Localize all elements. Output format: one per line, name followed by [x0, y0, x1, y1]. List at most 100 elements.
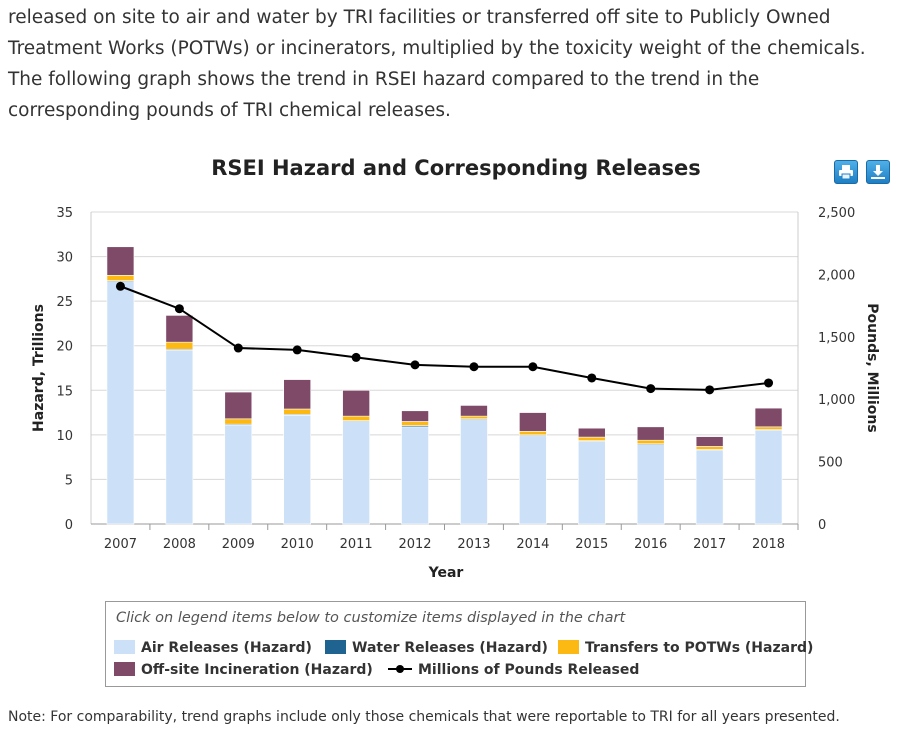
bar-segment [342, 415, 370, 421]
legend-label: Water Releases (Hazard) [352, 640, 548, 656]
bar-segment [577, 427, 606, 438]
line-point [233, 343, 243, 353]
bar-segment [106, 274, 135, 281]
bar-segment [754, 407, 783, 428]
bar-segment [695, 436, 724, 447]
line-point [528, 362, 538, 372]
bar-segment [460, 405, 488, 417]
line-point [115, 281, 125, 291]
x-tick-label: 2014 [516, 537, 549, 552]
bar-segment [283, 379, 312, 410]
legend-item-offsite-incineration[interactable]: Off-site Incineration (Hazard) [114, 662, 373, 678]
y2-tick-label: 1,000 [818, 393, 855, 408]
legend-swatch-air [114, 640, 135, 654]
y2-axis-title: Pounds, Millions [864, 303, 880, 432]
download-icon [871, 165, 885, 179]
legend-item-potw-transfers[interactable]: Transfers to POTWs (Hazard) [558, 640, 813, 656]
bar-segment [165, 315, 194, 343]
x-tick-label: 2017 [693, 537, 726, 552]
bar-segment [519, 430, 547, 436]
bar-segment [401, 421, 429, 426]
bar-segment [695, 446, 724, 450]
x-tick-label: 2013 [457, 537, 490, 552]
bar-segment [519, 412, 547, 432]
line-point [174, 304, 184, 314]
intro-paragraph: released on site to air and water by TRI… [8, 7, 866, 121]
x-tick-label: 2015 [575, 537, 608, 552]
line-point [587, 373, 597, 383]
bar-segment [342, 389, 370, 417]
series-line [120, 285, 769, 391]
bar-segment [165, 349, 194, 525]
line-point [410, 360, 420, 370]
bar-segment [754, 426, 783, 430]
bar-segment [224, 424, 253, 525]
bar-segment [636, 444, 665, 525]
legend-label: Transfers to POTWs (Hazard) [585, 640, 814, 656]
y2-tick-label: 2,000 [818, 268, 855, 283]
y-tick-label: 25 [56, 295, 73, 310]
bar-segment [577, 436, 606, 441]
bar-segment [636, 439, 665, 445]
y-tick-label: 10 [56, 429, 73, 444]
y-tick-label: 15 [56, 384, 73, 399]
bar-segment [342, 421, 370, 525]
x-tick-label: 2009 [222, 537, 255, 552]
x-tick-label: 2016 [634, 537, 667, 552]
line-point [292, 345, 302, 355]
legend-label: Off-site Incineration (Hazard) [141, 662, 373, 678]
line-point [469, 362, 479, 372]
bar-segment [224, 418, 253, 425]
legend-instruction: Click on legend items below to customize… [116, 610, 626, 626]
x-tick-label: 2011 [340, 537, 373, 552]
plot-area: 0 5 10 15 20 25 30 35 0 500 1,000 1,500 2,000 2,500 20… [56, 206, 855, 552]
x-tick-label: 2010 [281, 537, 314, 552]
legend-item-water-releases[interactable]: Water Releases (Hazard) [325, 640, 548, 656]
line-point [646, 384, 656, 394]
legend-swatch-potw [558, 640, 579, 654]
footnote: Note: For comparability, trend graphs in… [8, 709, 840, 725]
bar-segment [283, 408, 312, 415]
y-tick-label: 0 [65, 518, 73, 533]
y-tick-label: 5 [65, 473, 73, 488]
bar-segment [106, 246, 135, 276]
chart-title: RSEI Hazard and Corresponding Releases [211, 156, 701, 180]
bar-segment [460, 419, 488, 525]
print-button[interactable] [834, 160, 858, 184]
y2-tick-label: 500 [818, 456, 843, 471]
legend-label: Millions of Pounds Released [418, 662, 640, 678]
legend-swatch-water [325, 640, 346, 654]
line-point [764, 378, 774, 388]
bar-segment [695, 449, 724, 525]
y-tick-label: 30 [56, 251, 73, 266]
bar-segment [106, 281, 135, 525]
bar-segment [577, 440, 606, 525]
bar-segment [519, 435, 547, 525]
chart-svg: RSEI Hazard and Corresponding Releases 0… [31, 156, 880, 581]
y-axis-title: Hazard, Trillions [31, 304, 47, 432]
legend-item-pounds-released[interactable]: Millions of Pounds Released [388, 662, 639, 678]
bar-segment [754, 430, 783, 525]
x-tick-label: 2007 [104, 537, 137, 552]
line-point [351, 352, 361, 362]
legend-label: Air Releases (Hazard) [141, 640, 312, 656]
y-tick-label: 20 [56, 340, 73, 355]
line-point [705, 385, 715, 395]
bar-segment [636, 426, 665, 441]
x-axis-title: Year [428, 565, 464, 581]
chart-legend: Click on legend items below to customize… [105, 601, 813, 687]
bar-segment [224, 391, 253, 420]
x-tick-label: 2018 [752, 537, 785, 552]
bar-segment [460, 415, 488, 420]
bar-segment [401, 426, 429, 525]
x-tick-label: 2008 [163, 537, 196, 552]
print-icon [839, 165, 853, 180]
y2-tick-label: 2,500 [818, 206, 855, 221]
y-tick-label: 35 [56, 206, 73, 221]
legend-line-marker-icon [388, 665, 412, 673]
legend-item-air-releases[interactable]: Air Releases (Hazard) [114, 640, 312, 656]
x-tick-label: 2012 [398, 537, 431, 552]
bar-segment [165, 341, 194, 350]
y2-tick-label: 1,500 [818, 331, 855, 346]
download-button[interactable] [866, 160, 890, 184]
